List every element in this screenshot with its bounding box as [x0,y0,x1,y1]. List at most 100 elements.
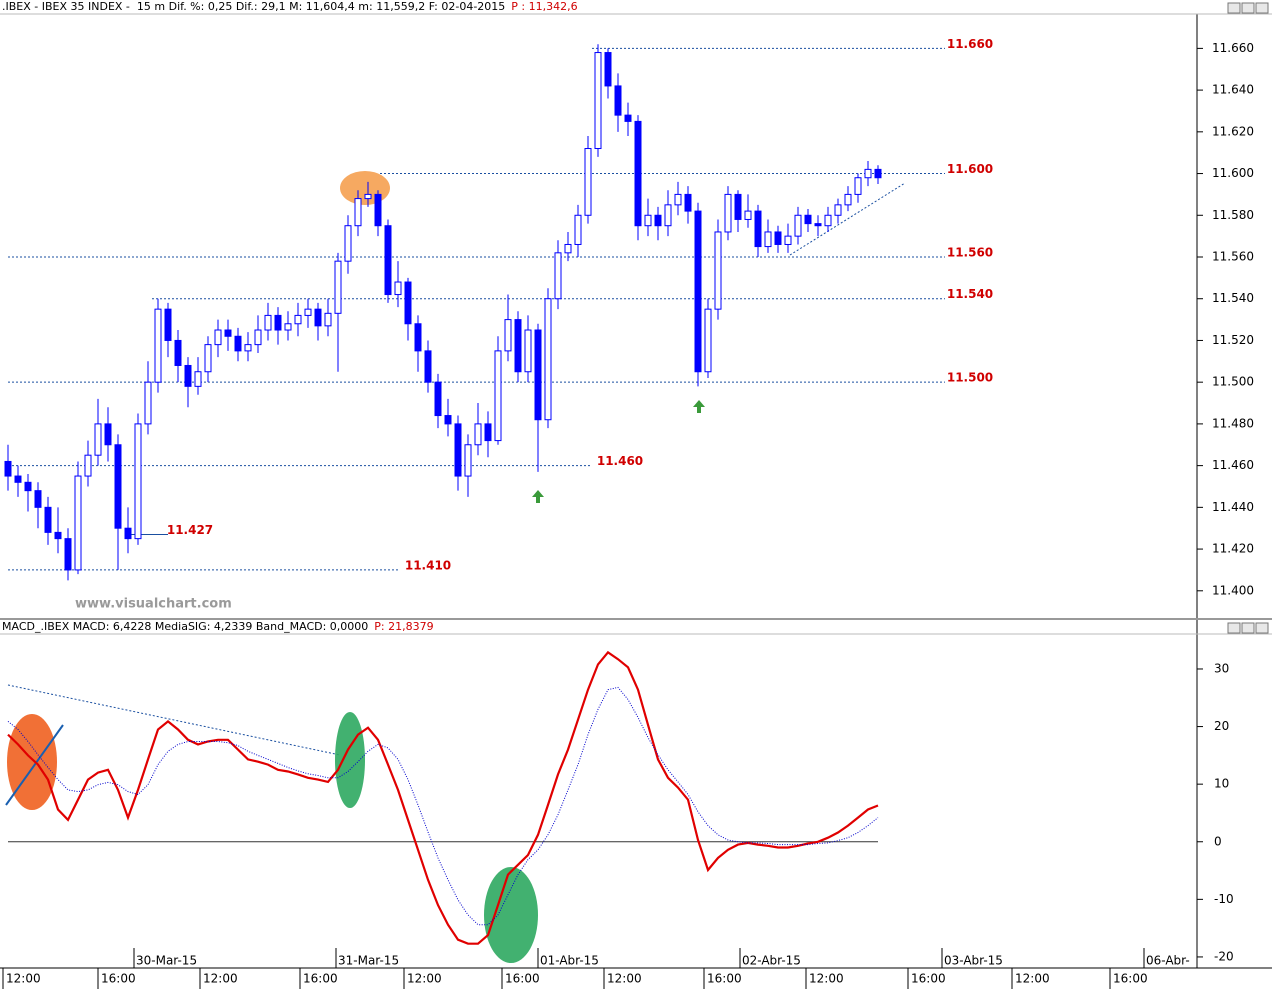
candle-body [44,506,52,533]
x-tick-label: 16:00 [505,972,540,986]
candle-body [64,538,72,571]
candle-body [594,52,602,150]
y-tick-label: 11.560 [1212,250,1254,264]
price-header-text: .IBEX - IBEX 35 INDEX - 15 m Dif. %: 0,2… [2,0,505,13]
level-label: 11.500 [947,371,993,385]
candle-body [74,475,82,571]
candle-body [734,193,742,220]
price-header: .IBEX - IBEX 35 INDEX - 15 m Dif. %: 0,2… [2,0,578,13]
x-tick-label: 16:00 [303,972,338,986]
candle-body [624,114,632,122]
candle-body [204,344,212,373]
x-tick-label: 16:00 [911,972,946,986]
macd-trendline [7,684,341,756]
y-tick-label: -20 [1214,949,1234,963]
candle-body [684,193,692,212]
date-tick-label: 03-Abr-15 [944,954,1003,968]
level-label: 11.540 [947,287,993,301]
candle-body [664,204,672,227]
y-tick-label: 11.600 [1212,166,1254,180]
y-tick-label: 11.480 [1212,416,1254,430]
y-tick-label: 11.520 [1212,333,1254,347]
candle-body [644,214,652,227]
candle-body [814,223,822,227]
y-tick-label: 11.400 [1212,583,1254,597]
y-tick-label: 20 [1214,719,1229,733]
candle-body [404,281,412,325]
candle-body [174,339,182,366]
candle-body [364,193,372,200]
candle-body [264,314,272,331]
candle-body [824,214,832,227]
candle-body [874,168,882,179]
candle-body [764,231,772,248]
up-arrow [532,490,544,503]
close-button[interactable] [1255,622,1269,634]
y-tick-label: 11.580 [1212,208,1254,222]
y-tick-label: 11.660 [1212,41,1254,55]
candle-body [324,312,332,327]
level-label: 11.600 [947,162,993,176]
candle-body [394,281,402,296]
candle-body [34,490,42,508]
macd-header-p: P: 21,8379 [374,620,433,633]
candle-body [134,423,142,540]
window-buttons-top [1227,2,1269,14]
candle-body [294,314,302,325]
candle-body [854,177,862,195]
candle-body [804,214,812,225]
minimize-button[interactable] [1227,2,1241,14]
candle-body [604,52,612,87]
candle-body [564,243,572,254]
candle-body [4,460,12,477]
x-tick-label: 16:00 [1113,972,1148,986]
candle-body [434,381,442,417]
minimize-button[interactable] [1227,622,1241,634]
candle-body [784,235,792,245]
candle-body [354,198,362,227]
cross-line [5,724,64,806]
maximize-button[interactable] [1241,2,1255,14]
y-tick-label: 11.640 [1212,83,1254,97]
candle-body [674,193,682,206]
highlight-ellipse [335,712,365,808]
close-button[interactable] [1255,2,1269,14]
candle-body [304,308,312,316]
window-buttons-macd [1227,622,1269,634]
candle-body [494,350,502,442]
candle-body [454,423,462,477]
y-tick-label: 11.460 [1212,458,1254,472]
candle-body [724,193,732,233]
level-label: 11.427 [167,523,213,537]
highlight-ellipse [484,867,538,963]
candle-body [844,193,852,206]
candle-body [544,298,552,421]
macd-line [7,650,879,945]
macd-header: MACD_.IBEX MACD: 6,4228 MediaSIG: 4,2339… [2,620,434,633]
candle-body [754,210,762,248]
candle-body [774,231,782,245]
date-tick-label: 02-Abr-15 [742,954,801,968]
candle-body [864,168,872,179]
candle-body [654,214,662,227]
candle-body [464,444,472,477]
candle-body [274,314,282,331]
level-label: 11.460 [597,454,643,468]
candle-body [634,120,642,227]
candle-body [334,260,342,314]
trendline [789,182,906,256]
candle-body [554,252,562,300]
candle-body [164,308,172,341]
candle-body [224,329,232,337]
candle-body [254,329,262,346]
candle-body [54,531,62,540]
level-label: 11.410 [405,558,451,572]
maximize-button[interactable] [1241,622,1255,634]
candle-body [374,193,382,227]
candle-body [834,204,842,216]
level-label: 11.560 [947,246,993,260]
level-label: 11.660 [947,37,993,51]
candle-body [284,323,292,331]
